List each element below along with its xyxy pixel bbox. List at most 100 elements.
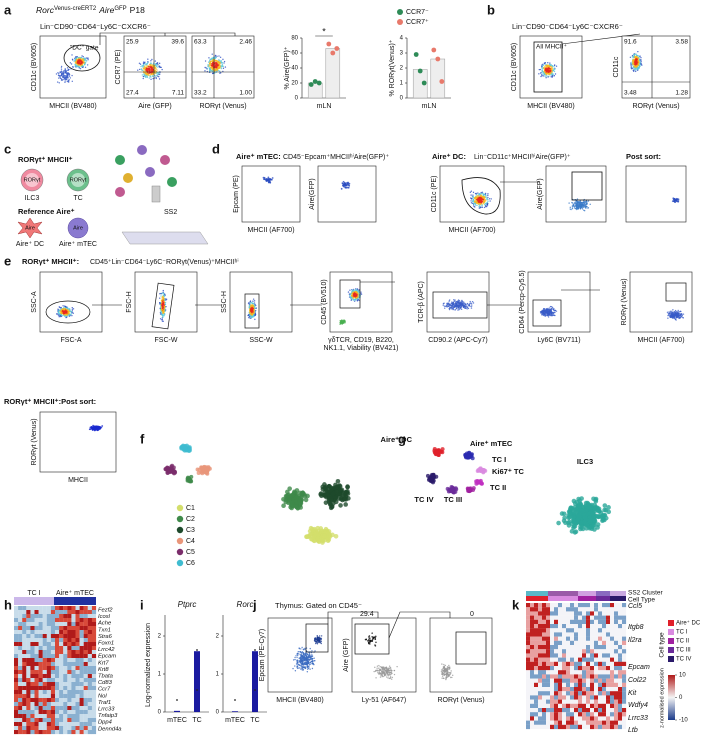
cell-dot [295, 493, 300, 499]
cell-dot [549, 313, 551, 315]
cell-dot [462, 305, 464, 307]
cell-dot [344, 184, 347, 186]
gate-value: 63.3 [194, 39, 207, 46]
cell-dot [485, 202, 487, 205]
cell-dot [154, 65, 156, 68]
cell-dot [470, 194, 472, 196]
cell-dot [452, 301, 454, 303]
gate-value: 1.00 [239, 90, 252, 97]
cell-dot [552, 314, 554, 317]
axis-label: CD64 (Percp-Cy5.5) [519, 270, 526, 333]
cell-dot [357, 295, 359, 297]
cell-dot [553, 309, 556, 312]
axis-label: Ly6C (BV711) [537, 337, 580, 344]
cell-dot [215, 62, 218, 65]
cell-dot [637, 67, 639, 70]
cell-dot [573, 205, 575, 208]
cell-dot [575, 204, 577, 206]
axis-label: RORγt (Venus) [632, 103, 679, 110]
cell-dot [163, 313, 166, 315]
cell-dot [137, 69, 139, 71]
cell-dot [155, 76, 157, 79]
cell-dot [550, 72, 552, 74]
cell-dot [145, 66, 147, 68]
cell-dot [143, 69, 145, 71]
cell-dot [581, 208, 584, 210]
cell-dot [426, 477, 431, 482]
cell-dot [571, 206, 574, 208]
cell-dot [67, 308, 69, 310]
cell-dot [57, 310, 59, 312]
cell-dot [58, 77, 60, 79]
data-point [330, 50, 336, 56]
cell-dot [478, 201, 480, 204]
cell-dot [340, 320, 342, 322]
panel-letter: c [4, 141, 11, 156]
cell-dot [357, 298, 360, 301]
cell-dot [472, 200, 474, 202]
cell-dot [545, 71, 547, 73]
cell-dot [76, 64, 78, 67]
legend-marker [176, 537, 184, 545]
cell-dot [145, 68, 147, 71]
cell-dot [98, 426, 101, 429]
gating-text: Lin⁻CD90⁻CD64⁻Ly6C⁻CXCR6⁻ [512, 22, 623, 31]
cell-dot [155, 77, 157, 80]
cell-dot [678, 315, 681, 317]
cell-dot [315, 536, 320, 541]
axis-label: SSC-W [249, 337, 273, 344]
gate-value: 2.46 [239, 39, 252, 46]
cell-dot [84, 63, 86, 65]
cell-dot [465, 453, 470, 458]
cell-dot [333, 499, 339, 505]
cell-dot [163, 309, 165, 312]
cell-dot [163, 300, 165, 303]
cell-dot [541, 67, 543, 69]
cell-dot [667, 317, 669, 319]
cell-dot [152, 68, 154, 70]
cell-dot [638, 65, 640, 67]
cell-dot [142, 65, 144, 67]
cell-dot [65, 74, 67, 77]
cell-dot [453, 486, 458, 491]
cell-dot [160, 66, 162, 69]
cell-dot [549, 314, 551, 316]
cell-dot [666, 311, 669, 313]
cell-dot [93, 428, 96, 430]
cell-dot [155, 65, 158, 68]
cell-dot [221, 64, 224, 67]
cell-dot [58, 312, 60, 314]
cell-dot [552, 70, 554, 72]
cell-dot [55, 73, 58, 75]
cell-dot [254, 318, 256, 321]
cell-dot [82, 56, 84, 58]
cell-dot [161, 308, 163, 311]
cell-dot [66, 72, 69, 74]
cell-dot [481, 204, 483, 206]
cell-dot [358, 289, 360, 291]
cell-dot [265, 180, 268, 182]
cell-dot [485, 195, 487, 197]
cell-dot [437, 449, 442, 454]
cell-dot [78, 57, 80, 60]
legend-label: CCR7⁻ [406, 9, 429, 16]
cell-dot [86, 57, 89, 59]
axis-label: FSC-W [155, 337, 178, 344]
cell-dot [343, 502, 348, 507]
cell-dot [490, 198, 492, 200]
cell-dot [286, 499, 292, 504]
cell-dot [579, 200, 582, 202]
cell-dot [73, 60, 75, 62]
cell-dot [448, 299, 451, 301]
cell-dot [576, 205, 578, 208]
cell-dot [142, 62, 145, 65]
cell-dot [346, 182, 349, 185]
cell-dot [60, 67, 63, 69]
cell-dot [143, 65, 146, 68]
cell-drop [115, 187, 125, 197]
cell-dot [468, 304, 470, 306]
cell-dot [182, 445, 187, 450]
cell-dot [80, 60, 82, 62]
cell-dot [583, 209, 585, 211]
cell-dot [249, 300, 252, 302]
